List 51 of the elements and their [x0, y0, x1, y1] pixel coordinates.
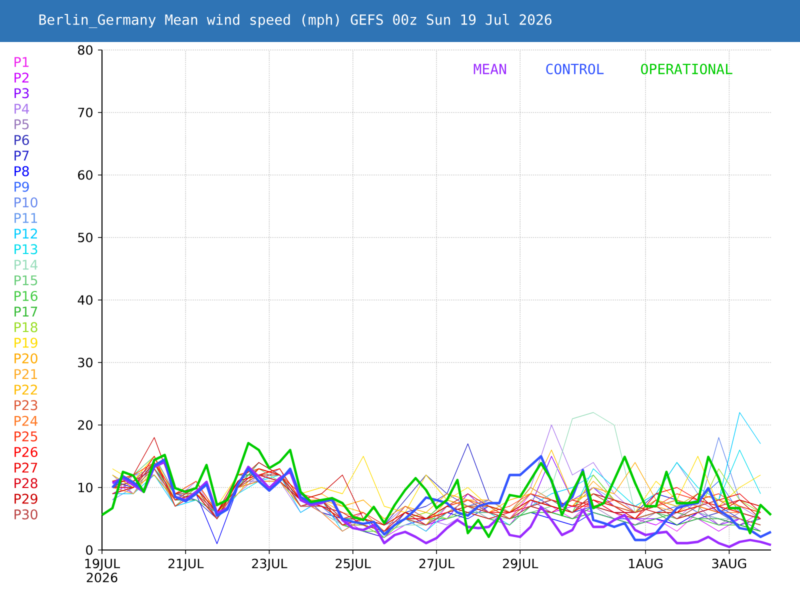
x-tick-label: 1AUG	[629, 558, 662, 568]
text: P24	[14, 416, 38, 426]
text: P25	[14, 431, 38, 442]
x-tick-label: 25JUL	[336, 558, 371, 571]
y-tick-label: 80	[78, 45, 92, 55]
text: P22	[14, 384, 37, 395]
text: P13	[14, 244, 38, 254]
text: P17	[14, 306, 38, 316]
text: P18	[14, 322, 38, 332]
text: P1	[14, 57, 29, 67]
text: P15	[14, 275, 38, 286]
text: P21	[14, 369, 38, 379]
text: P10	[14, 197, 38, 208]
text: P30	[14, 509, 38, 520]
x-tick-label: 27JUL	[419, 558, 455, 571]
text: P14	[14, 260, 38, 270]
text: P9	[14, 182, 29, 192]
text: P11	[14, 213, 38, 223]
text: P12	[14, 228, 37, 239]
text: P29	[14, 494, 38, 504]
text: P8	[14, 166, 29, 176]
text: MEAN	[474, 64, 506, 74]
y-tick-label: 20	[78, 420, 92, 430]
text: CONTROL	[546, 64, 604, 74]
chart-title: Berlin_Germany Mean wind speed (mph) GEFS 00z Sun 19 Jul 2026	[39, 14, 552, 28]
text: P5	[14, 119, 29, 130]
y-tick-label: 10	[78, 482, 92, 492]
x-tick-label: 21JUL	[168, 558, 204, 571]
text: P7	[14, 150, 29, 160]
y-tick-label: 40	[78, 295, 92, 305]
y-tick-label: 70	[78, 108, 92, 118]
text: P20	[14, 353, 38, 364]
text: P28	[14, 478, 38, 488]
text: P3	[14, 88, 29, 98]
y-tick-label: 0	[86, 545, 92, 555]
y-tick-label: 50	[78, 232, 92, 242]
text: P26	[14, 446, 38, 458]
text: P2	[14, 72, 28, 83]
x-tick-label: 23JUL	[252, 558, 288, 571]
text: P23	[14, 400, 38, 410]
text: P16	[14, 290, 38, 302]
text: P4	[14, 104, 30, 114]
x-tick-label: 3AUG	[712, 558, 746, 568]
text: P19	[14, 338, 38, 348]
y-tick-label: 60	[78, 170, 92, 180]
text: P27	[14, 462, 38, 473]
text: P6	[14, 134, 29, 146]
text: OPERATIONAL	[641, 64, 732, 74]
x-tick-label: 29JUL	[502, 558, 538, 571]
y-tick-label: 30	[78, 358, 92, 368]
x-tick-label: 19JUL 2026	[85, 558, 120, 582]
